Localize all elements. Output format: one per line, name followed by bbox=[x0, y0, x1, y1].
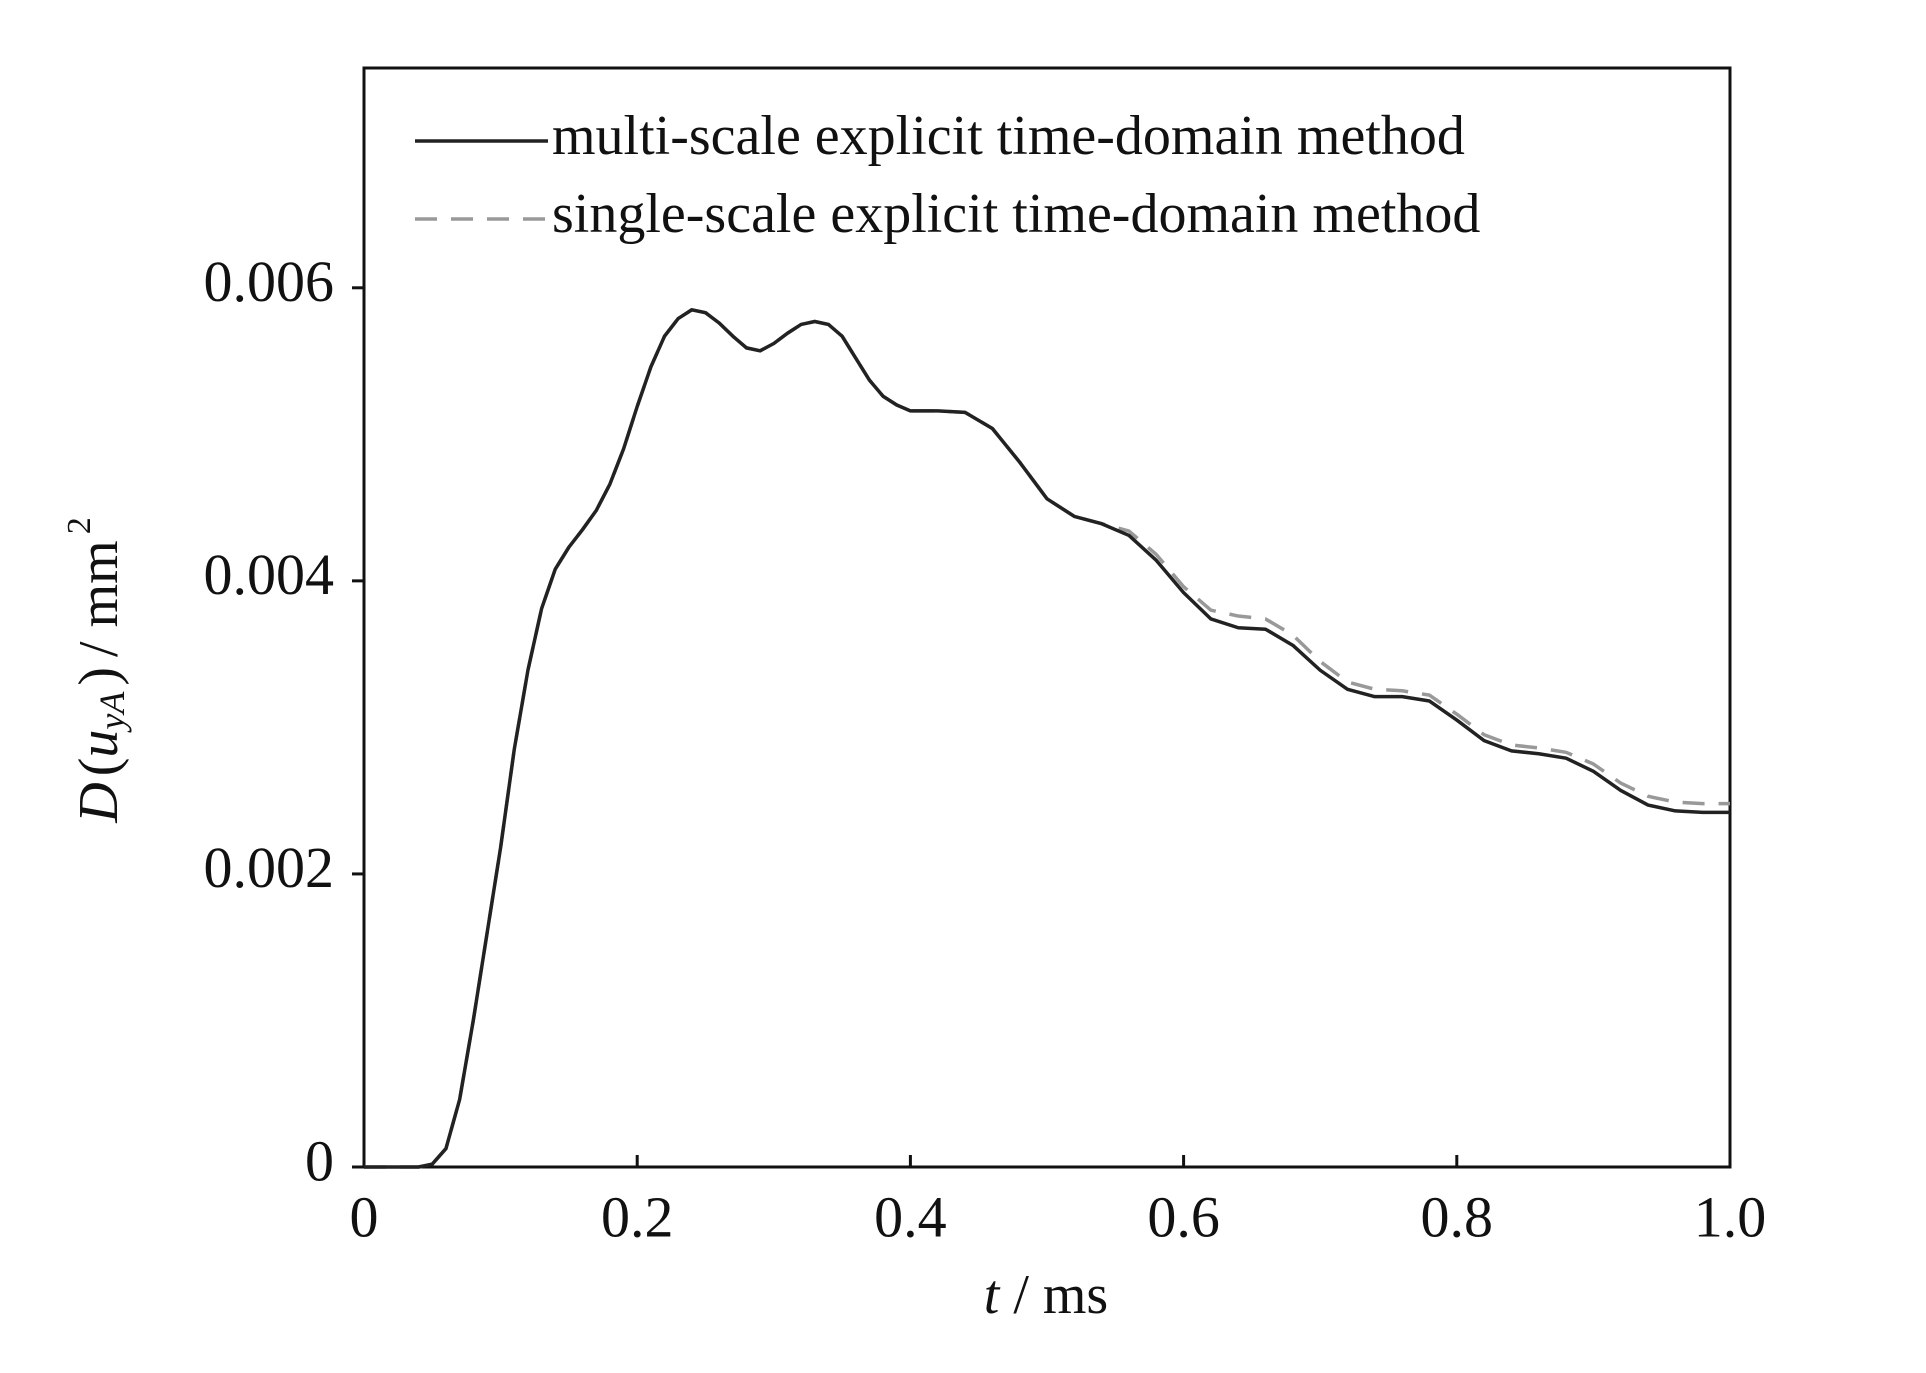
y-tick-label: 0.004 bbox=[204, 542, 335, 607]
x-label-unit: / ms bbox=[1013, 1264, 1108, 1326]
x-tick-label: 0 bbox=[350, 1184, 379, 1249]
x-tick-label: 0.4 bbox=[874, 1184, 947, 1249]
y-label-unit: / mm bbox=[68, 540, 130, 657]
plot-frame bbox=[362, 66, 1732, 1169]
data-line bbox=[364, 308, 1730, 1169]
y-tick-label: 0.006 bbox=[204, 249, 335, 314]
y-tick-label: 0 bbox=[305, 1128, 334, 1193]
y-label-var: u bbox=[68, 730, 130, 758]
y-label-paren: ) bbox=[68, 667, 130, 686]
data-line bbox=[364, 308, 1730, 1169]
y-label-sup: 2 bbox=[61, 517, 98, 534]
x-axis-label: t / ms bbox=[984, 1264, 1108, 1326]
y-tick-label: 0.002 bbox=[204, 835, 335, 900]
legend-label: single-scale explicit time-domain method bbox=[552, 183, 1480, 245]
x-tick-label: 0.2 bbox=[601, 1184, 674, 1249]
y-axis-label: D (uyA) / mm 2 bbox=[61, 517, 132, 823]
x-label-symbol: t bbox=[984, 1264, 1001, 1326]
y-label-symbol: D bbox=[68, 782, 130, 823]
legend-label: multi-scale explicit time-domain method bbox=[552, 105, 1465, 167]
x-tick-label: 0.6 bbox=[1147, 1184, 1220, 1249]
y-label-paren: ( bbox=[68, 758, 130, 777]
x-tick-label: 0.8 bbox=[1421, 1184, 1494, 1249]
y-label-sub: yA bbox=[92, 691, 132, 733]
x-tick-label: 1.0 bbox=[1694, 1184, 1767, 1249]
